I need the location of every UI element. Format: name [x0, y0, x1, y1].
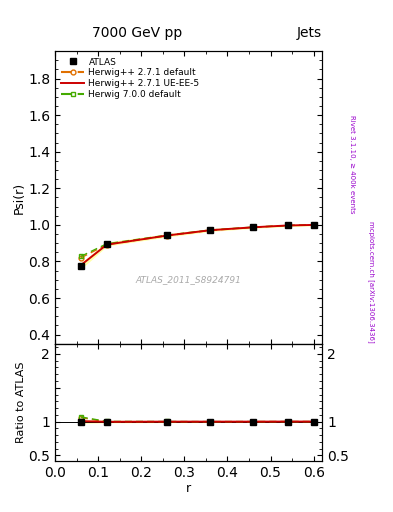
Text: Rivet 3.1.10, ≥ 400k events: Rivet 3.1.10, ≥ 400k events	[349, 115, 355, 213]
X-axis label: r: r	[186, 482, 191, 496]
Text: ATLAS_2011_S8924791: ATLAS_2011_S8924791	[136, 275, 242, 284]
Text: mcplots.cern.ch [arXiv:1306.3436]: mcplots.cern.ch [arXiv:1306.3436]	[368, 221, 375, 343]
Legend: ATLAS, Herwig++ 2.7.1 default, Herwig++ 2.7.1 UE-EE-5, Herwig 7.0.0 default: ATLAS, Herwig++ 2.7.1 default, Herwig++ …	[59, 56, 201, 101]
Y-axis label: Ratio to ATLAS: Ratio to ATLAS	[15, 361, 26, 443]
Y-axis label: Psi(r): Psi(r)	[12, 181, 25, 214]
Text: 7000 GeV pp: 7000 GeV pp	[92, 26, 183, 40]
Text: Jets: Jets	[297, 26, 322, 40]
